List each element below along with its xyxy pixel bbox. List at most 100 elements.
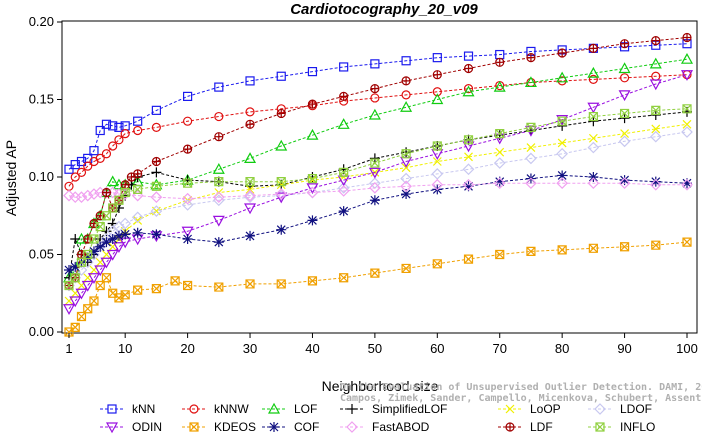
data-point-cof	[557, 170, 568, 181]
data-point-ldf	[339, 91, 349, 101]
data-point-inflo	[307, 173, 318, 184]
data-point-lof	[400, 101, 413, 112]
data-point-loop	[245, 184, 255, 194]
data-point-fastabod	[337, 185, 350, 197]
data-point-kdeos	[307, 276, 318, 286]
legend-label: FastABOD	[372, 420, 430, 434]
data-point-kdeos	[183, 280, 193, 291]
legend-item-inflo: INFLO	[588, 420, 655, 434]
data-point-cof	[182, 234, 193, 244]
data-point-fastabod	[63, 189, 75, 202]
legend-item-cof: COF	[262, 420, 319, 434]
watermark-line-2: Campos, Zimek, Sander, Campello, Micenko…	[340, 392, 702, 404]
series-kdeos	[64, 237, 692, 337]
legend-marker	[595, 422, 605, 432]
data-point-lof	[556, 71, 569, 83]
y-axis-title: Adjusted AP	[3, 140, 19, 216]
data-point-ldf	[432, 70, 442, 80]
data-point-cof	[338, 206, 349, 217]
x-tick-label: 50	[368, 341, 382, 356]
data-point-inflo	[114, 195, 124, 205]
data-point-cof	[307, 215, 318, 226]
data-point-ldf	[495, 57, 505, 67]
data-point-ldof	[119, 217, 132, 230]
data-point-lof	[212, 163, 225, 174]
data-point-knnw	[76, 167, 87, 177]
legend-marker	[347, 404, 357, 414]
data-point-cof	[213, 237, 224, 248]
data-point-ldf	[588, 43, 598, 53]
x-tick-label: 30	[243, 341, 257, 356]
data-point-knnw	[183, 116, 193, 126]
data-point-cof	[82, 252, 93, 263]
data-point-odin	[618, 90, 631, 102]
data-point-knn	[95, 125, 105, 136]
series-line-fastabod	[68, 182, 687, 200]
data-point-inflo	[526, 122, 536, 132]
data-point-kdeos	[432, 259, 442, 269]
data-point-fastabod	[75, 191, 88, 203]
plot-area	[62, 32, 694, 337]
data-point-kdeos	[214, 282, 224, 292]
data-point-inflo	[276, 177, 286, 187]
data-point-knn	[133, 116, 143, 126]
data-point-ldof	[150, 205, 163, 217]
data-point-kdeos	[120, 290, 130, 300]
data-point-fastabod	[244, 189, 256, 202]
data-point-cof	[619, 175, 630, 186]
data-point-knn	[108, 121, 118, 131]
data-point-fastabod	[587, 177, 600, 190]
data-point-ldof	[556, 147, 569, 160]
data-point-inflo	[151, 181, 161, 191]
data-point-odin	[462, 141, 475, 153]
legend-marker	[269, 422, 279, 432]
legend-item-ldof: LDOF	[588, 402, 652, 416]
data-point-kdeos	[682, 237, 692, 247]
data-point-kdeos	[651, 240, 661, 250]
data-point-fastabod	[212, 191, 225, 203]
legend-marker	[505, 422, 515, 432]
data-point-knnw	[120, 129, 130, 139]
y-tick-label: 0.15	[29, 92, 54, 107]
data-point-ldf	[401, 76, 411, 86]
data-point-knn	[114, 122, 124, 133]
data-point-loop	[557, 138, 567, 148]
data-point-loop	[133, 215, 143, 225]
data-point-inflo	[370, 158, 380, 168]
data-point-ldof	[681, 126, 693, 138]
data-point-loop	[495, 147, 505, 157]
data-point-inflo	[64, 280, 74, 291]
data-point-inflo	[463, 135, 474, 145]
data-point-loop	[588, 133, 598, 143]
data-point-knn	[463, 51, 474, 61]
data-point-knn	[276, 71, 286, 81]
data-point-fastabod	[431, 178, 444, 191]
data-point-loop	[432, 157, 442, 166]
y-tick-label: 0.05	[29, 247, 54, 262]
data-point-odin	[106, 249, 119, 261]
legend-label: LoOP	[530, 402, 561, 416]
data-point-fastabod	[649, 178, 662, 191]
data-point-odin	[680, 70, 694, 81]
legend-label: KDEOS	[214, 420, 256, 434]
data-point-cof	[101, 237, 112, 248]
legend-marker	[107, 404, 117, 414]
data-point-lof	[275, 139, 288, 151]
data-point-lof	[493, 80, 506, 92]
data-point-kdeos	[495, 249, 505, 260]
data-point-odin	[62, 304, 76, 315]
legend-marker	[505, 404, 515, 414]
data-point-inflo	[245, 177, 255, 187]
data-point-inflo	[432, 141, 442, 151]
data-point-ldof	[649, 130, 662, 143]
data-point-inflo	[108, 203, 118, 213]
data-point-fastabod	[150, 191, 163, 203]
data-point-ldf	[245, 119, 255, 129]
data-point-odin	[87, 273, 100, 284]
x-tick-label: 40	[305, 341, 319, 356]
legend-label: kNN	[132, 402, 155, 416]
data-point-inflo	[682, 104, 692, 114]
data-point-simplifiedlof	[619, 113, 630, 124]
data-point-knnw	[70, 172, 80, 182]
legend-item-fastabod: FastABOD	[340, 420, 430, 434]
